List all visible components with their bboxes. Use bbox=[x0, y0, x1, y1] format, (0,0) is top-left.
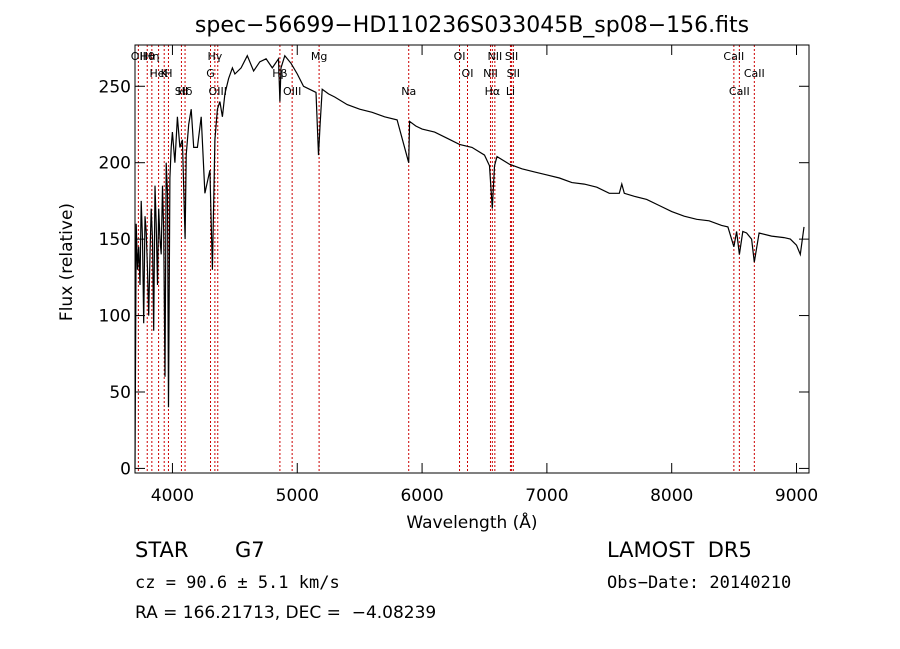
spectral-line-label: Hγ bbox=[207, 50, 222, 63]
plot-frame bbox=[134, 44, 810, 474]
spectral-line-label: HeI bbox=[149, 67, 167, 80]
spectral-line-label: NII bbox=[487, 50, 502, 63]
redshift-value: cz = 90.6 ± 5.1 km/s bbox=[135, 573, 340, 593]
y-tick-label: 100 bbox=[99, 307, 131, 327]
spectral-line-label: H bbox=[164, 67, 172, 80]
spectral-line-label: SII bbox=[507, 67, 520, 80]
spectral-line-label: Li bbox=[506, 85, 515, 98]
x-tick-label: 4000 bbox=[151, 486, 194, 506]
spectral-line-label: SII bbox=[505, 50, 518, 63]
survey-name: LAMOST DR5 bbox=[607, 538, 752, 562]
spectral-line-label: OIII bbox=[283, 85, 301, 98]
observation-date: Obs−Date: 20140210 bbox=[607, 573, 792, 593]
object-subclass: G7 bbox=[235, 538, 265, 562]
x-tick-label: 9000 bbox=[775, 486, 818, 506]
spectral-line-label: G bbox=[206, 67, 215, 80]
spectral-line-label: Hβ bbox=[272, 67, 287, 80]
spectral-line-label: Hθ bbox=[140, 50, 155, 63]
y-tick-label: 150 bbox=[99, 230, 131, 250]
chart-title: spec−56699−HD110236S033045B_sp08−156.fit… bbox=[195, 13, 749, 38]
line-markers bbox=[137, 45, 755, 473]
spectral-line-label: K bbox=[161, 67, 169, 80]
y-tick-label: 0 bbox=[120, 459, 131, 479]
x-tick-label: 7000 bbox=[525, 486, 568, 506]
x-axis-label: Wavelength (Å) bbox=[406, 511, 537, 533]
coordinates: RA = 166.21713, DEC = −4.08239 bbox=[135, 603, 437, 623]
y-tick-label: 200 bbox=[99, 154, 131, 174]
spectral-line-label: Na bbox=[401, 85, 416, 98]
spectral-line-label: Mg bbox=[311, 50, 327, 63]
spectral-line-label: Hδ bbox=[178, 85, 193, 98]
spectral-line-label: NII bbox=[483, 67, 498, 80]
spectral-line-label: Hη bbox=[144, 50, 159, 63]
spectrum-series bbox=[134, 54, 805, 469]
spectral-line-label: OIII bbox=[209, 85, 227, 98]
x-tick-label: 8000 bbox=[650, 486, 693, 506]
spectral-line-label: OI bbox=[454, 50, 466, 63]
y-axis-label: Flux (relative) bbox=[57, 203, 77, 321]
x-tick-label: 6000 bbox=[400, 486, 443, 506]
spectral-line-label: SII bbox=[175, 85, 188, 98]
y-tick-label: 50 bbox=[109, 383, 131, 403]
spectral-line-label: Hα bbox=[485, 85, 501, 98]
spectral-line-label: CaII bbox=[729, 85, 750, 98]
spectral-line-label: OI bbox=[462, 67, 474, 80]
spectral-line-label: CaII bbox=[744, 67, 765, 80]
axis-ticks: 4000 5000 6000 7000 8000 9000 0 50 100 150 200 250 bbox=[99, 45, 818, 506]
object-class: STAR bbox=[135, 538, 189, 562]
y-tick-label: 250 bbox=[99, 77, 131, 97]
x-tick-label: 5000 bbox=[276, 486, 319, 506]
spectral-line-label: CaII bbox=[723, 50, 744, 63]
